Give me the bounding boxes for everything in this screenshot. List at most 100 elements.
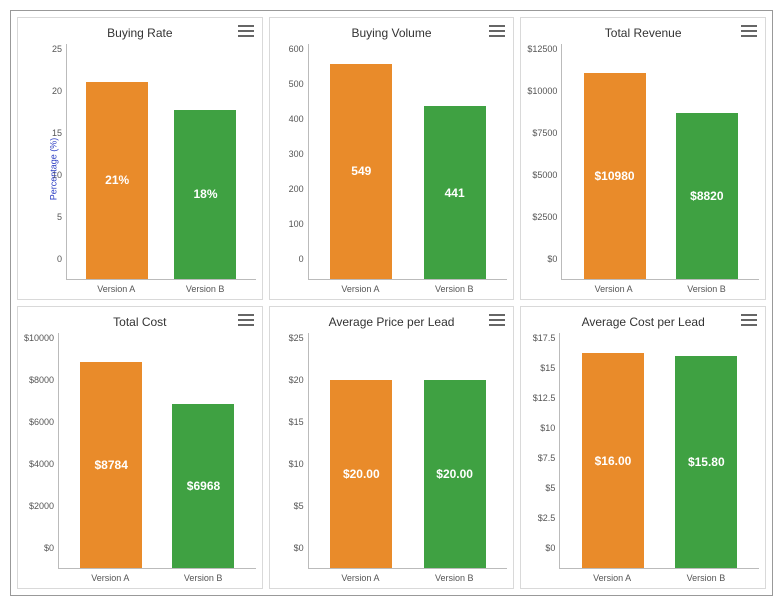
bar-value-label: 441 xyxy=(443,186,467,200)
x-tick: Version A xyxy=(341,284,379,294)
y-tick: $17.5 xyxy=(533,333,556,343)
y-tick: $0 xyxy=(294,543,304,553)
plot-wrap: $10980 $8820 Version A Version B xyxy=(561,44,759,294)
x-tick: Version B xyxy=(687,284,726,294)
bar-value-label: $8820 xyxy=(688,189,725,203)
y-tick: $5 xyxy=(545,483,555,493)
x-tick: Version B xyxy=(687,573,726,583)
y-tick: $6000 xyxy=(29,417,54,427)
bar-value-label: $8784 xyxy=(93,458,130,472)
chart-grid: Buying RatePercentage (%)252015105021%18… xyxy=(17,17,766,589)
bar-version-a: $20.00 xyxy=(330,380,392,568)
x-tick: Version B xyxy=(186,284,225,294)
y-tick: $12.5 xyxy=(533,393,556,403)
chart-body: $10000 $8000 $6000 $4000 $2000 $0 $8784 $6968 Ve… xyxy=(24,333,256,583)
y-tick: $8000 xyxy=(29,375,54,385)
plot-wrap: 21% 18% Version A Version B xyxy=(66,44,256,294)
y-tick: 0 xyxy=(299,254,304,264)
y-tick: $2000 xyxy=(29,501,54,511)
hamburger-menu-icon[interactable] xyxy=(489,24,505,38)
panel-title: Average Price per Lead xyxy=(329,315,455,329)
y-tick: $25 xyxy=(289,333,304,343)
chart-panel: Buying Volume6005004003002001000549441Ve… xyxy=(269,17,515,300)
plot-area: $20.00 $20.00 xyxy=(308,333,508,569)
bar-version-a: $16.00 xyxy=(582,353,644,568)
y-tick: $12500 xyxy=(527,44,557,54)
chart-panel: Average Price per Lead $25 $20 $15 $10 $5 $0 $2… xyxy=(269,306,515,589)
panel-title: Total Revenue xyxy=(605,26,682,40)
bar-value-label: $20.00 xyxy=(341,467,382,481)
hamburger-menu-icon[interactable] xyxy=(741,313,757,327)
plot-wrap: 549 441 Version A Version B xyxy=(308,44,508,294)
panel-header: Total Cost xyxy=(24,311,256,333)
y-tick: $15 xyxy=(289,417,304,427)
y-axis-ticks: $12500$10000$7500$5000$2500$0 xyxy=(527,44,561,264)
bar-value-label: $6968 xyxy=(185,479,222,493)
y-tick: $10 xyxy=(540,423,555,433)
plot-wrap: $8784 $6968 Version AVersion B xyxy=(58,333,256,583)
plot-wrap: $16.00 $15.80 Version A Version B xyxy=(559,333,759,583)
y-tick: $4000 xyxy=(29,459,54,469)
y-tick: $10 xyxy=(289,459,304,469)
plot-area: 549 441 xyxy=(308,44,508,280)
bar-version-b: $20.00 xyxy=(424,380,486,568)
y-tick: $10000 xyxy=(24,333,54,343)
y-axis-label: Percentage (%) xyxy=(48,138,58,201)
y-tick: 0 xyxy=(57,254,62,264)
hamburger-menu-icon[interactable] xyxy=(238,313,254,327)
hamburger-menu-icon[interactable] xyxy=(238,24,254,38)
y-tick: 200 xyxy=(289,184,304,194)
hamburger-menu-icon[interactable] xyxy=(489,313,505,327)
panel-title: Average Cost per Lead xyxy=(582,315,705,329)
chart-panel: Total Revenue$12500$10000$7500$5000$2500… xyxy=(520,17,766,300)
y-tick: $0 xyxy=(545,543,555,553)
x-tick: Version B xyxy=(435,573,474,583)
y-axis-ticks: 6005004003002001000 xyxy=(276,44,308,264)
bar-version-a: 549 xyxy=(330,64,392,279)
y-tick: $5000 xyxy=(532,170,557,180)
plot-wrap: $20.00$20.00Version AVersion B xyxy=(308,333,508,583)
y-tick: $20 xyxy=(289,375,304,385)
dashboard-frame: Buying RatePercentage (%)252015105021%18… xyxy=(10,10,773,596)
x-tick: Version B xyxy=(435,284,474,294)
x-tick: Version A xyxy=(97,284,135,294)
bar-value-label: 21% xyxy=(103,173,131,187)
y-tick: 5 xyxy=(57,212,62,222)
x-tick: Version A xyxy=(593,573,631,583)
bar-version-b: $8820 xyxy=(676,113,738,279)
x-tick: Version A xyxy=(91,573,129,583)
panel-title: Buying Rate xyxy=(107,26,172,40)
bar-value-label: $10980 xyxy=(593,169,637,183)
y-tick: 400 xyxy=(289,114,304,124)
chart-panel: Total Cost$10000 $8000 $6000 $4000 $2000 $0 $8… xyxy=(17,306,263,589)
y-tick: $0 xyxy=(44,543,54,553)
bar-version-a: $8784 xyxy=(80,362,142,568)
chart-body: $25$20$15$10$5$0$20.00$20.00Version AVer… xyxy=(276,333,508,583)
x-axis-ticks: Version A Version B xyxy=(308,280,508,294)
y-tick: 25 xyxy=(52,44,62,54)
bar-value-label: 549 xyxy=(349,164,373,178)
x-axis-ticks: Version AVersion B xyxy=(58,569,256,583)
panel-header: Average Price per Lead xyxy=(276,311,508,333)
y-tick: 500 xyxy=(289,79,304,89)
bar-version-b: $15.80 xyxy=(675,356,737,568)
y-tick: 600 xyxy=(289,44,304,54)
bar-version-b: 18% xyxy=(174,110,236,279)
plot-area: 21% 18% xyxy=(66,44,256,280)
x-tick: Version A xyxy=(595,284,633,294)
y-tick: 100 xyxy=(289,219,304,229)
chart-body: Percentage (%)252015105021%18%Version AV… xyxy=(24,44,256,294)
y-tick: $2500 xyxy=(532,212,557,222)
y-tick: $10000 xyxy=(527,86,557,96)
x-axis-ticks: Version A Version B xyxy=(561,280,759,294)
y-tick: $7.5 xyxy=(538,453,556,463)
bar-value-label: $16.00 xyxy=(593,454,634,468)
y-tick: $5 xyxy=(294,501,304,511)
y-axis-ticks: $17.5$15$12.5$10$7.5$5$2.5$0 xyxy=(527,333,559,553)
bar-version-a: 21% xyxy=(86,82,148,279)
hamburger-menu-icon[interactable] xyxy=(741,24,757,38)
x-axis-ticks: Version A Version B xyxy=(559,569,759,583)
chart-body: 6005004003002001000549441Version AVersio… xyxy=(276,44,508,294)
plot-area: $16.00 $15.80 xyxy=(559,333,759,569)
chart-panel: Buying RatePercentage (%)252015105021%18… xyxy=(17,17,263,300)
